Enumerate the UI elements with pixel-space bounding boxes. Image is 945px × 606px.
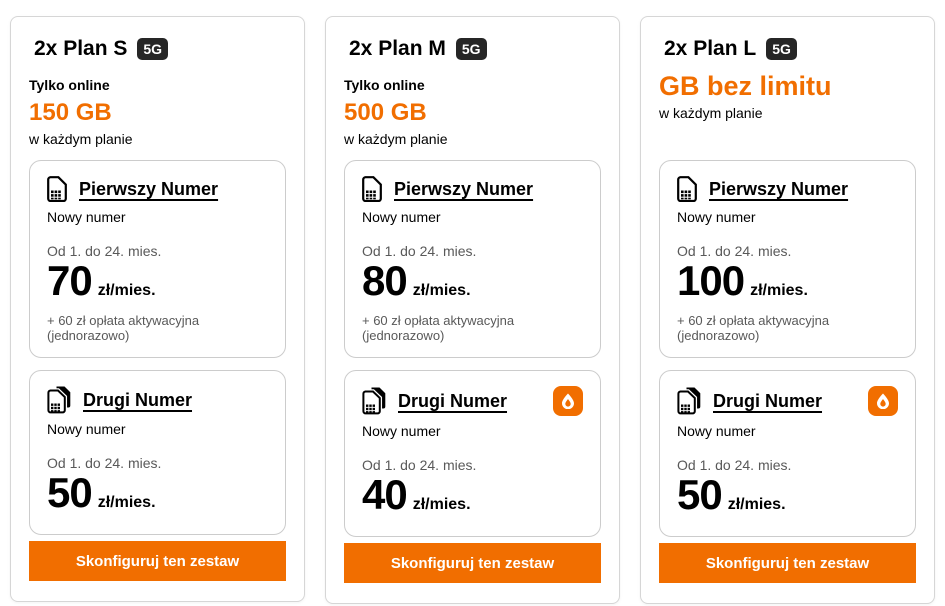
data-allowance: 150 GB (29, 99, 112, 126)
online-only-label: Tylko online (29, 77, 110, 93)
price: 50 zł/mies. (677, 471, 898, 518)
per-plan-label: w każdym planie (344, 131, 448, 147)
second-number-link[interactable]: Drugi Numer (398, 390, 508, 411)
offer-header: Drugi Numer (677, 386, 898, 416)
5g-badge: 5G (137, 38, 169, 60)
sim-card-icon (677, 176, 697, 202)
activation-fee-note: + 60 zł opłata aktywacyjna (jednorazowo) (362, 313, 515, 343)
plan-title: 2x Plan M (349, 37, 446, 60)
first-number-link[interactable]: Pierwszy Numer (709, 178, 849, 199)
price-unit: zł/mies. (97, 494, 156, 511)
offer-period: Od 1. do 24. mies. (47, 243, 162, 259)
hot-deal-badge[interactable] (553, 386, 583, 416)
price-value: 50 (677, 471, 723, 518)
first-number-box: Pierwszy Numer Nowy numer Od 1. do 24. m… (344, 160, 601, 358)
offer-period: Od 1. do 24. mies. (677, 243, 792, 259)
plan-title-row: 2x Plan M 5G (349, 37, 601, 61)
activation-fee-note: + 60 zł opłata aktywacyjna (jednorazowo) (677, 313, 830, 343)
plan-title-row: 2x Plan L 5G (664, 37, 916, 61)
configure-set-button[interactable]: Skonfiguruj ten zestaw (29, 541, 286, 581)
price-value: 80 (362, 257, 408, 304)
price: 70 zł/mies. (47, 257, 268, 304)
price: 80 zł/mies. (362, 257, 583, 304)
flame-icon (562, 393, 574, 409)
second-number-box: Drugi Numer Nowy numer Od 1. do 24. mies… (29, 370, 286, 535)
second-number-box: Drugi Numer Nowy numer Od 1. do 24. mies… (659, 370, 916, 537)
price-value: 70 (47, 257, 93, 304)
offer-period: Od 1. do 24. mies. (362, 243, 477, 259)
plan-title: 2x Plan L (664, 37, 757, 60)
plan-title-row: 2x Plan S 5G (34, 37, 286, 61)
per-plan-label: w każdym planie (659, 105, 763, 121)
plan-card-s: 2x Plan S 5G Tylko online 150 GB w każdy… (10, 16, 305, 602)
price-unit: zł/mies. (412, 282, 471, 299)
first-number-box: Pierwszy Numer Nowy numer Od 1. do 24. m… (659, 160, 916, 358)
offer-period: Od 1. do 24. mies. (677, 457, 792, 473)
5g-badge: 5G (455, 38, 487, 60)
first-number-link[interactable]: Pierwszy Numer (394, 178, 534, 199)
offer-subtitle: Nowy numer (677, 423, 756, 439)
offer-header: Pierwszy Numer (362, 176, 583, 202)
price-unit: zł/mies. (97, 282, 156, 299)
price: 40 zł/mies. (362, 471, 583, 518)
dual-sim-icon (677, 387, 701, 415)
price-unit: zł/mies. (727, 496, 786, 513)
sim-card-icon (362, 176, 382, 202)
offer-period: Od 1. do 24. mies. (47, 455, 162, 471)
second-number-link[interactable]: Drugi Numer (713, 390, 823, 411)
offer-subtitle: Nowy numer (47, 209, 126, 225)
hot-deal-badge[interactable] (868, 386, 898, 416)
plan-title: 2x Plan S (34, 37, 128, 60)
price-unit: zł/mies. (750, 282, 808, 299)
offer-header: Drugi Numer (47, 386, 268, 414)
plan-card-m: 2x Plan M 5G Tylko online 500 GB w każdy… (325, 16, 620, 604)
sim-card-icon (47, 176, 67, 202)
first-number-link[interactable]: Pierwszy Numer (79, 178, 219, 199)
configure-set-button[interactable]: Skonfiguruj ten zestaw (344, 543, 601, 583)
configure-set-button[interactable]: Skonfiguruj ten zestaw (659, 543, 916, 583)
plan-header: 2x Plan M 5G Tylko online 500 GB w każdy… (344, 37, 601, 160)
second-number-link[interactable]: Drugi Numer (83, 389, 193, 410)
offer-header: Pierwszy Numer (47, 176, 268, 202)
offer-header: Pierwszy Numer (677, 176, 898, 202)
price-unit: zł/mies. (412, 496, 471, 513)
price-value: 100 (677, 257, 745, 304)
offer-subtitle: Nowy numer (362, 423, 441, 439)
plan-header: 2x Plan L 5G GB bez limitu w każdym plan… (659, 37, 916, 160)
offer-period: Od 1. do 24. mies. (362, 457, 477, 473)
offer-subtitle: Nowy numer (677, 209, 756, 225)
5g-badge: 5G (766, 38, 797, 60)
data-allowance: 500 GB (344, 99, 427, 126)
offer-header: Drugi Numer (362, 386, 583, 416)
online-only-label: Tylko online (344, 77, 425, 93)
dual-sim-icon (362, 387, 386, 415)
offer-subtitle: Nowy numer (362, 209, 441, 225)
price-value: 50 (47, 469, 93, 516)
offer-subtitle: Nowy numer (47, 421, 126, 437)
per-plan-label: w każdym planie (29, 131, 133, 147)
first-number-box: Pierwszy Numer Nowy numer Od 1. do 24. m… (29, 160, 286, 358)
price: 100 zł/mies. (677, 257, 898, 304)
dual-sim-icon (47, 386, 71, 414)
plan-header: 2x Plan S 5G Tylko online 150 GB w każdy… (29, 37, 286, 160)
price: 50 zł/mies. (47, 469, 268, 516)
plan-card-l: 2x Plan L 5G GB bez limitu w każdym plan… (640, 16, 935, 604)
second-number-box: Drugi Numer Nowy numer Od 1. do 24. mies… (344, 370, 601, 537)
price-value: 40 (362, 471, 408, 518)
data-allowance: GB bez limitu (659, 71, 832, 101)
activation-fee-note: + 60 zł opłata aktywacyjna (jednorazowo) (47, 313, 200, 343)
flame-icon (877, 393, 889, 409)
